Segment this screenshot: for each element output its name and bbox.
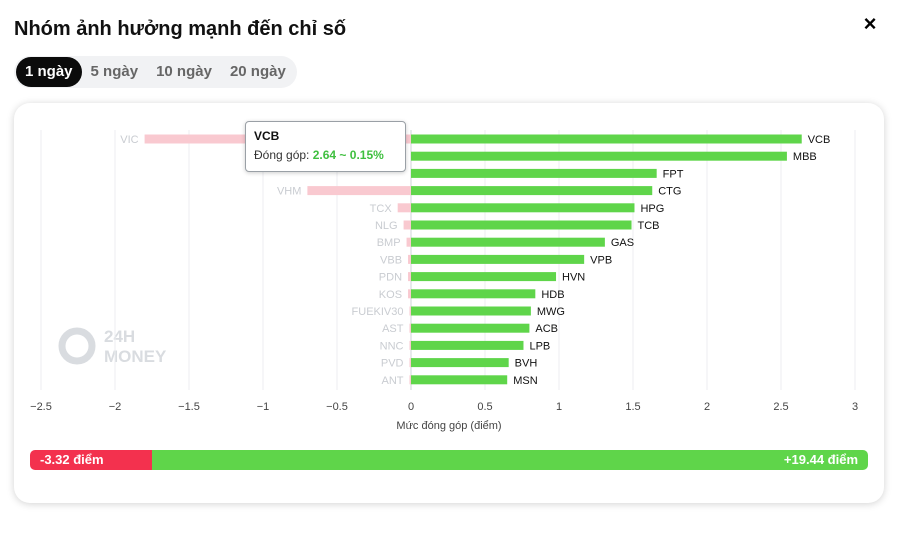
bar-positive-hvn — [411, 272, 557, 282]
bar-negative-ant — [409, 375, 411, 385]
x-tick-label: −2 — [109, 401, 122, 413]
bar-negative-vhm — [307, 186, 411, 196]
bar-label-mbb: MBB — [793, 151, 817, 163]
bar-negative-fuekiv30 — [409, 306, 411, 316]
bar-label-vhm: VHM — [277, 186, 301, 198]
svg-text:24H: 24H — [104, 327, 135, 346]
bar-negative-pdn — [408, 272, 411, 282]
bar-positive-vpb — [411, 254, 585, 264]
bar-label-tcb: TCB — [638, 220, 660, 232]
bar-label-fuekiv30: FUEKIV30 — [352, 306, 404, 318]
bar-label-vcb: VCB — [808, 134, 831, 146]
bar-label-mwg: MWG — [537, 306, 565, 318]
bar-label-pvd: PVD — [381, 358, 404, 370]
bar-label-kos: KOS — [379, 289, 402, 301]
bar-label-lpb: LPB — [529, 340, 550, 352]
x-tick-label: 2 — [704, 401, 710, 413]
bar-positive-mbb — [411, 151, 787, 161]
bar-positive-gas — [411, 237, 605, 247]
period-tabs: 1 ngày 5 ngày 10 ngày 20 ngày — [14, 56, 297, 88]
chart-tooltip: VCB Đóng góp: 2.64 ~ 0.15% — [245, 121, 406, 172]
x-tick-label: 2.5 — [773, 401, 788, 413]
x-axis-label: Mức đóng góp (điểm) — [396, 420, 501, 432]
summary-bar: -3.32 điểm +19.44 điểm — [30, 450, 868, 470]
x-tick-label: −0.5 — [326, 401, 348, 413]
bar-label-ast: AST — [382, 323, 404, 335]
bar-label-tcx: TCX — [370, 203, 393, 215]
bar-positive-tcb — [411, 220, 632, 230]
bar-label-nlg: NLG — [375, 220, 398, 232]
bar-negative-ast — [409, 323, 411, 333]
bar-label-hpg: HPG — [640, 203, 664, 215]
bar-label-acb: ACB — [535, 323, 558, 335]
bar-label-nnc: NNC — [380, 340, 404, 352]
tab-10-days[interactable]: 10 ngày — [156, 63, 212, 80]
summary-negative: -3.32 điểm — [30, 450, 153, 470]
bar-positive-lpb — [411, 340, 524, 350]
bar-negative-nlg — [403, 220, 411, 230]
bar-positive-hpg — [411, 203, 635, 213]
bar-label-vic: VIC — [120, 134, 138, 146]
svg-text:MONEY: MONEY — [104, 347, 167, 366]
tab-20-days[interactable]: 20 ngày — [229, 63, 286, 80]
bar-label-vbb: VBB — [380, 254, 402, 266]
bar-label-vpb: VPB — [590, 254, 612, 266]
close-icon[interactable]: × — [863, 11, 877, 36]
bar-positive-fpt — [411, 168, 657, 178]
bar-positive-hdb — [411, 289, 536, 299]
bar-label-gas: GAS — [611, 237, 634, 249]
tab-5-days[interactable]: 5 ngày — [90, 63, 139, 80]
x-tick-label: −2.5 — [30, 401, 52, 413]
x-tick-label: 0.5 — [477, 401, 492, 413]
bar-negative-kos — [408, 289, 411, 299]
bar-label-fpt: FPT — [663, 168, 684, 180]
watermark-logo: 24H MONEY — [58, 326, 182, 371]
x-tick-label: 3 — [852, 401, 858, 413]
x-tick-label: −1.5 — [178, 401, 200, 413]
x-tick-label: 1 — [556, 401, 562, 413]
bar-label-hdb: HDB — [541, 289, 564, 301]
bar-negative-pvd — [409, 358, 411, 368]
summary-positive: +19.44 điểm — [152, 450, 868, 470]
tooltip-ticker: VCB — [254, 129, 280, 143]
bar-positive-acb — [411, 323, 530, 333]
bar-label-bvh: BVH — [515, 358, 538, 370]
tooltip-value: 2.64 ~ 0.15% — [312, 148, 384, 162]
bar-label-bmp: BMP — [377, 237, 401, 249]
x-tick-label: 1.5 — [625, 401, 640, 413]
bar-positive-mwg — [411, 306, 531, 316]
bar-label-ctg: CTG — [658, 186, 681, 198]
bar-negative-nnc — [409, 340, 411, 350]
bar-label-pdn: PDN — [379, 272, 402, 284]
x-tick-label: 0 — [408, 401, 414, 413]
x-tick-label: −1 — [257, 401, 270, 413]
bar-positive-vcb — [411, 134, 802, 144]
bar-positive-msn — [411, 375, 508, 385]
bar-label-msn: MSN — [513, 375, 538, 387]
bar-negative-bmp — [406, 237, 411, 247]
bar-negative-vbb — [408, 254, 411, 264]
bar-positive-bvh — [411, 358, 509, 368]
bar-negative-tcx — [397, 203, 411, 213]
tooltip-label: Đóng góp: — [254, 148, 310, 162]
page-title: Nhóm ảnh hưởng mạnh đến chỉ số — [14, 18, 347, 40]
bar-positive-ctg — [411, 186, 653, 196]
bar-label-hvn: HVN — [562, 272, 585, 284]
bar-label-ant: ANT — [382, 375, 404, 387]
tab-1-day[interactable]: 1 ngày — [16, 57, 82, 87]
